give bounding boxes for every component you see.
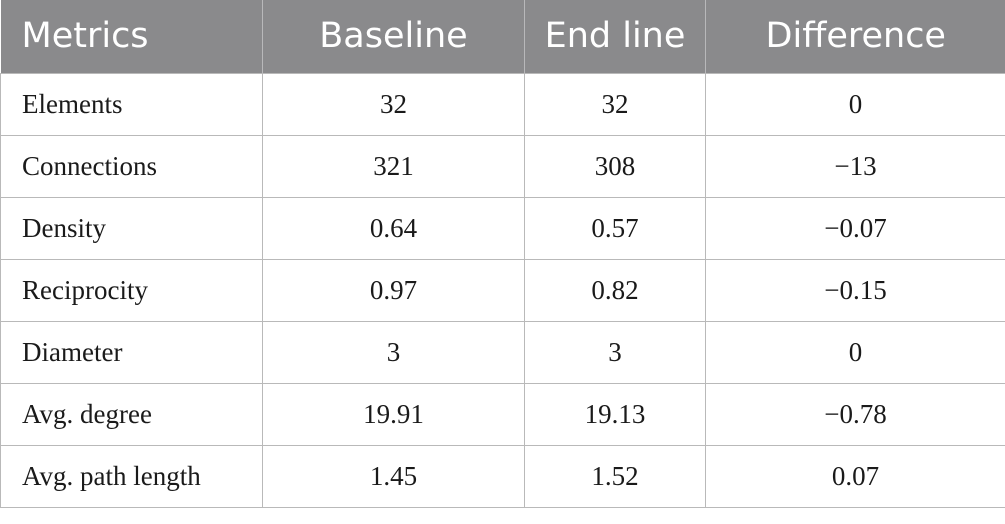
cell-baseline: 0.97 [262, 258, 525, 322]
cell-baseline: 1.45 [262, 444, 525, 508]
cell-difference: 0 [705, 320, 1005, 384]
cell-difference: −0.15 [705, 258, 1005, 322]
table-body: Elements 32 32 0 Connections 321 308 −13… [0, 72, 1005, 508]
cell-end-line: 1.52 [524, 444, 706, 508]
table-row: Avg. path length 1.45 1.52 0.07 [0, 444, 1005, 508]
cell-metric: Reciprocity [0, 258, 263, 322]
cell-difference: −0.78 [705, 382, 1005, 446]
cell-difference: 0 [705, 72, 1005, 136]
cell-baseline: 0.64 [262, 196, 525, 260]
metrics-table: Metrics Baseline End line Difference Ele… [0, 0, 1005, 508]
cell-metric: Diameter [0, 320, 263, 384]
cell-baseline: 321 [262, 134, 525, 198]
cell-end-line: 32 [524, 72, 706, 136]
cell-end-line: 0.57 [524, 196, 706, 260]
table-row: Connections 321 308 −13 [0, 134, 1005, 198]
cell-end-line: 3 [524, 320, 706, 384]
header-metrics: Metrics [21, 16, 149, 57]
cell-metric: Avg. path length [0, 444, 263, 508]
cell-metric: Avg. degree [0, 382, 263, 446]
header-baseline: Baseline [262, 0, 525, 73]
cell-end-line: 19.13 [524, 382, 706, 446]
cell-baseline: 3 [262, 320, 525, 384]
table-row: Elements 32 32 0 [0, 72, 1005, 136]
cell-metric: Density [0, 196, 263, 260]
table-header: Metrics Baseline End line Difference [0, 0, 1005, 73]
table-row: Reciprocity 0.97 0.82 −0.15 [0, 258, 1005, 322]
cell-metric: Connections [0, 134, 263, 198]
cell-end-line: 0.82 [524, 258, 706, 322]
cell-end-line: 308 [524, 134, 706, 198]
cell-difference: −0.07 [705, 196, 1005, 260]
header-difference: Difference [705, 0, 1005, 73]
header-end-line: End line [524, 0, 706, 73]
cell-baseline: 19.91 [262, 382, 525, 446]
table-row: Diameter 3 3 0 [0, 320, 1005, 384]
table-row: Density 0.64 0.57 −0.07 [0, 196, 1005, 260]
table-row: Avg. degree 19.91 19.13 −0.78 [0, 382, 1005, 446]
cell-metric: Elements [0, 72, 263, 136]
cell-baseline: 32 [262, 72, 525, 136]
cell-difference: −13 [705, 134, 1005, 198]
cell-difference: 0.07 [705, 444, 1005, 508]
header-row: Metrics Baseline End line Difference [0, 0, 1005, 73]
